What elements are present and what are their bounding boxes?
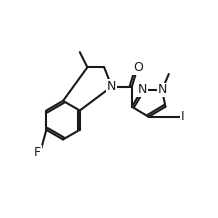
Text: O: O: [133, 61, 143, 74]
Text: N: N: [107, 80, 116, 93]
Text: N: N: [157, 83, 167, 96]
Text: F: F: [34, 146, 41, 159]
Text: I: I: [181, 110, 184, 123]
Text: N: N: [137, 83, 147, 96]
